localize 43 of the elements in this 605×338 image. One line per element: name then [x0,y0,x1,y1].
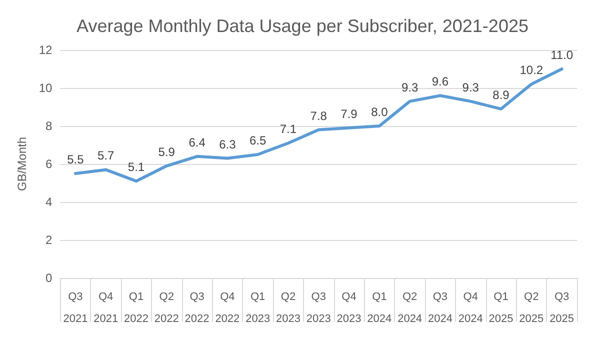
y-axis-title: GB/Month [15,136,29,192]
data-label: 5.1 [128,160,145,174]
data-label: 8.9 [492,88,510,102]
data-label: 5.7 [98,148,115,163]
x-tick-label: Q2 2025 [519,291,544,325]
y-tick-label: 12 [38,43,53,57]
data-label: 6.5 [249,134,266,148]
x-tick-label: Q3 2021 [63,291,88,325]
data-label: 5.5 [67,152,84,166]
y-tick-label: 2 [46,233,53,247]
data-label: 6.4 [188,135,206,150]
data-label: 7.8 [310,108,328,123]
data-label: 6.3 [219,137,236,152]
x-tick-label: Q4 2022 [215,291,240,325]
y-tick-label: 10 [38,81,53,95]
data-label: 8.0 [371,105,388,119]
x-tick-label: Q1 2025 [488,291,514,325]
x-tick-label: Q2 2023 [276,291,300,325]
x-tick-label: Q2 2022 [154,291,179,325]
data-label: 5.9 [158,144,176,159]
x-tick-label: Q3 2024 [428,291,452,325]
data-label: 9.3 [401,80,418,94]
chart-title: Average Monthly Data Usage per Subscriber, 2021-2025 [76,16,528,36]
x-tick-label: Q1 2023 [246,291,270,325]
x-tick-label: Q1 2022 [124,291,148,325]
y-tick-label: 6 [46,157,53,171]
y-tick-label: 0 [46,271,53,285]
data-label: 11.0 [550,48,574,62]
x-tick-label: Q1 2024 [367,291,392,325]
x-tick-label: Q4 2023 [336,291,362,325]
y-tick-label: 4 [46,195,53,209]
data-label: 9.6 [432,74,449,89]
data-label: 7.9 [340,106,358,121]
x-tick-label: Q4 2021 [94,291,118,325]
data-label: 7.1 [280,122,297,136]
x-tick-label: Q4 2024 [458,291,483,325]
data-label: 9.3 [462,80,480,94]
x-tick-label: Q3 2022 [184,291,210,325]
y-tick-label: 8 [46,119,53,133]
data-label: 10.2 [520,63,544,78]
x-tick-label: Q3 2023 [306,291,331,325]
x-tick-label: Q2 2024 [398,291,422,325]
x-tick-label: Q3 2025 [550,291,574,325]
